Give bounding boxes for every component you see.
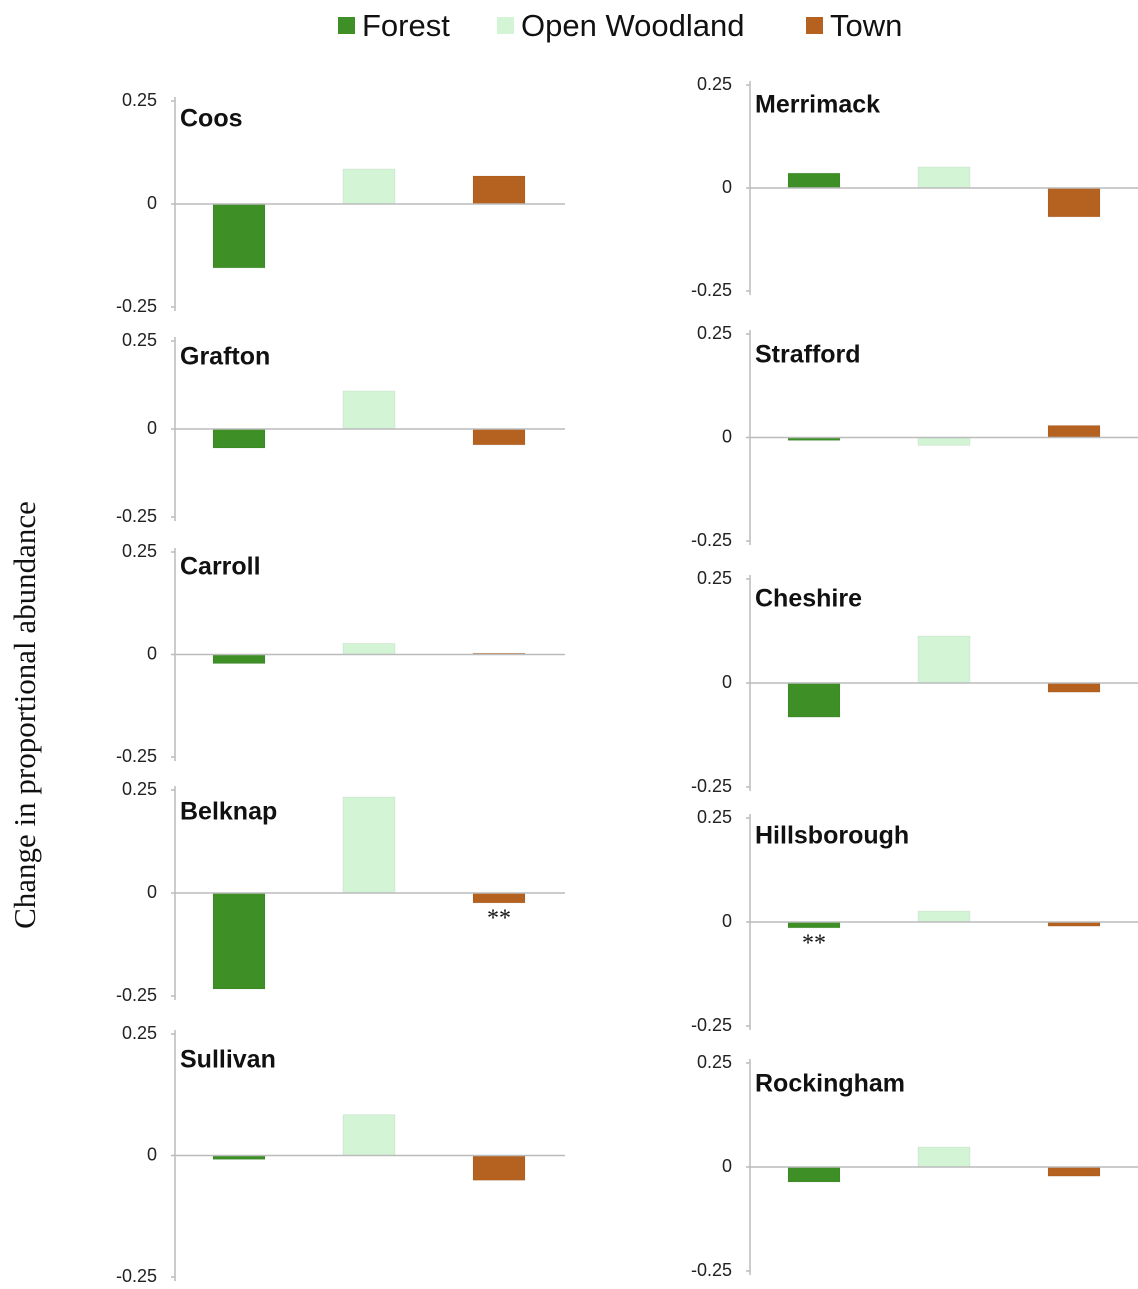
bar <box>917 635 971 684</box>
panel-title: Strafford <box>755 341 861 369</box>
y-tick-label: 0 <box>147 193 157 213</box>
y-tick-label: 0 <box>722 911 732 931</box>
bar <box>917 1146 971 1168</box>
y-tick-label: 0.25 <box>697 568 732 588</box>
y-tick-label: 0 <box>722 672 732 692</box>
annotation: ** <box>802 930 826 956</box>
panel-title: Cheshire <box>755 585 862 613</box>
bar <box>787 172 841 189</box>
y-tick-label: 0 <box>147 643 157 663</box>
y-tick-label: -0.25 <box>691 530 732 550</box>
y-axis-label: Change in proportional abundance <box>7 501 42 929</box>
bar <box>212 654 266 665</box>
bar <box>212 892 266 990</box>
y-tick-label: -0.25 <box>691 1015 732 1035</box>
panel-title: Sullivan <box>180 1046 276 1074</box>
bar <box>917 910 971 923</box>
panel-title: Hillsborough <box>755 822 909 850</box>
y-tick-label: -0.25 <box>691 280 732 300</box>
y-tick-label: 0.25 <box>122 779 157 799</box>
bar <box>212 428 266 449</box>
y-tick-label: -0.25 <box>116 985 157 1005</box>
legend-label: Town <box>830 8 902 43</box>
bar <box>1047 682 1101 693</box>
panel-title: Belknap <box>180 798 277 826</box>
bar <box>917 437 971 446</box>
bar <box>787 921 841 929</box>
y-tick-label: -0.25 <box>116 746 157 766</box>
y-tick-label: 0 <box>147 882 157 902</box>
bar <box>1047 187 1101 218</box>
bar <box>917 166 971 189</box>
panel-title: Coos <box>180 105 243 133</box>
y-tick-label: 0.25 <box>122 1023 157 1043</box>
bar <box>472 428 526 446</box>
y-tick-label: -0.25 <box>691 776 732 796</box>
y-tick-label: 0.25 <box>122 330 157 350</box>
y-tick-label: 0.25 <box>697 323 732 343</box>
bar <box>787 682 841 718</box>
legend-label: Open Woodland <box>521 8 744 43</box>
bar <box>472 175 526 205</box>
bar <box>342 796 396 894</box>
legend-label: Forest <box>362 8 450 43</box>
y-tick-label: 0.25 <box>122 541 157 561</box>
bar <box>1047 1166 1101 1177</box>
bar <box>342 168 396 205</box>
bar <box>787 1166 841 1183</box>
y-tick-label: -0.25 <box>116 506 157 526</box>
y-tick-label: -0.25 <box>116 296 157 316</box>
panel-title: Rockingham <box>755 1070 905 1098</box>
legend-swatch <box>806 17 823 34</box>
y-tick-label: 0.25 <box>697 74 732 94</box>
bar <box>342 642 396 655</box>
y-tick-label: 0 <box>147 1144 157 1164</box>
panel-title: Grafton <box>180 343 270 371</box>
y-tick-label: 0.25 <box>697 807 732 827</box>
bar <box>472 1155 526 1181</box>
annotation: ** <box>487 905 511 931</box>
y-tick-label: 0 <box>147 418 157 438</box>
y-tick-label: 0 <box>722 426 732 446</box>
legend-swatch <box>338 17 355 34</box>
bar <box>1047 424 1101 438</box>
legend-swatch <box>497 17 514 34</box>
y-tick-label: 0 <box>722 1156 732 1176</box>
bar <box>472 892 526 904</box>
y-tick-label: -0.25 <box>691 1260 732 1280</box>
y-tick-label: 0.25 <box>697 1052 732 1072</box>
y-tick-label: -0.25 <box>116 1266 157 1286</box>
bar <box>342 1114 396 1157</box>
y-tick-label: 0 <box>722 177 732 197</box>
bar <box>342 390 396 430</box>
bar <box>212 203 266 269</box>
y-tick-label: 0.25 <box>122 90 157 110</box>
panel-title: Carroll <box>180 553 261 581</box>
panel-title: Merrimack <box>755 91 880 119</box>
